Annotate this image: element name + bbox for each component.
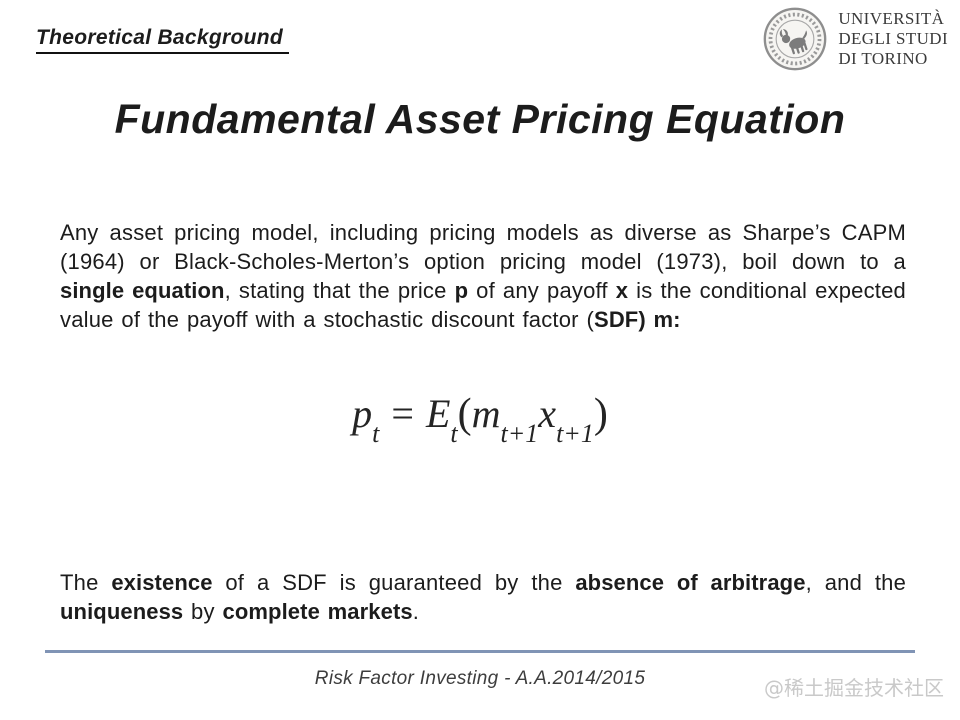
asset-pricing-equation: pt = Et(mt+1xt+1) [0, 390, 960, 447]
footer-divider-line [45, 650, 915, 653]
university-seal-icon [763, 7, 827, 71]
paragraph-text: Any asset pricing model, including prici… [60, 220, 906, 274]
body-paragraph-1: Any asset pricing model, including prici… [60, 218, 906, 334]
paragraph-bold-text: complete markets [222, 599, 413, 624]
paragraph-text: by [183, 599, 223, 624]
equation-term-p: p [352, 391, 373, 436]
section-label: Theoretical Background [36, 26, 289, 54]
paragraph-text: , and the [805, 570, 907, 595]
paragraph-text: of a SDF is guaranteed by the [212, 570, 576, 595]
paragraph-text: , stating that the price [224, 278, 455, 303]
paragraph-bold-text: uniqueness [60, 599, 184, 624]
equation-subscript: t [372, 419, 380, 448]
university-logo: UNIVERSITÀ DEGLI STUDI DI TORINO [762, 6, 948, 72]
equation-subscript: t+1 [500, 419, 539, 448]
equation-subscript: t [450, 419, 458, 448]
footer-course-label: Risk Factor Investing - A.A.2014/2015 [314, 668, 646, 689]
equation-close-paren: ) [593, 391, 608, 437]
paragraph-bold-text: existence [111, 570, 213, 595]
university-wordmark-line2: DEGLI STUDI [838, 29, 948, 48]
equation-term-E: E [425, 391, 451, 436]
equation-open-paren: ( [457, 391, 472, 437]
paragraph-text: . [412, 599, 420, 624]
paragraph-bold-text: x [615, 278, 629, 303]
equation-subscript: t+1 [556, 419, 594, 448]
slide-title: Fundamental Asset Pricing Equation [114, 96, 846, 142]
watermark-label: @稀土掘金技术社区 [764, 676, 944, 700]
equation-term-m: m [471, 391, 501, 436]
university-wordmark-line1: UNIVERSITÀ [838, 9, 945, 28]
paragraph-bold-text: single equation [60, 278, 225, 303]
equation-term-x: x [538, 391, 557, 436]
university-wordmark-line3: DI TORINO [838, 49, 928, 68]
paragraph-text: is the conditional expected value of the… [60, 278, 906, 332]
body-paragraph-2: The existence of a SDF is guaranteed by … [60, 568, 906, 626]
paragraph-bold-text: SDF) m: [594, 307, 681, 332]
equation-equals-sign: = [391, 391, 414, 436]
paragraph-bold-text: p [454, 278, 469, 303]
paragraph-text: of any payoff [468, 278, 616, 303]
university-wordmark: UNIVERSITÀ DEGLI STUDI DI TORINO [838, 9, 948, 69]
paragraph-text: The [60, 570, 112, 595]
paragraph-bold-text: absence of arbitrage [575, 570, 806, 595]
